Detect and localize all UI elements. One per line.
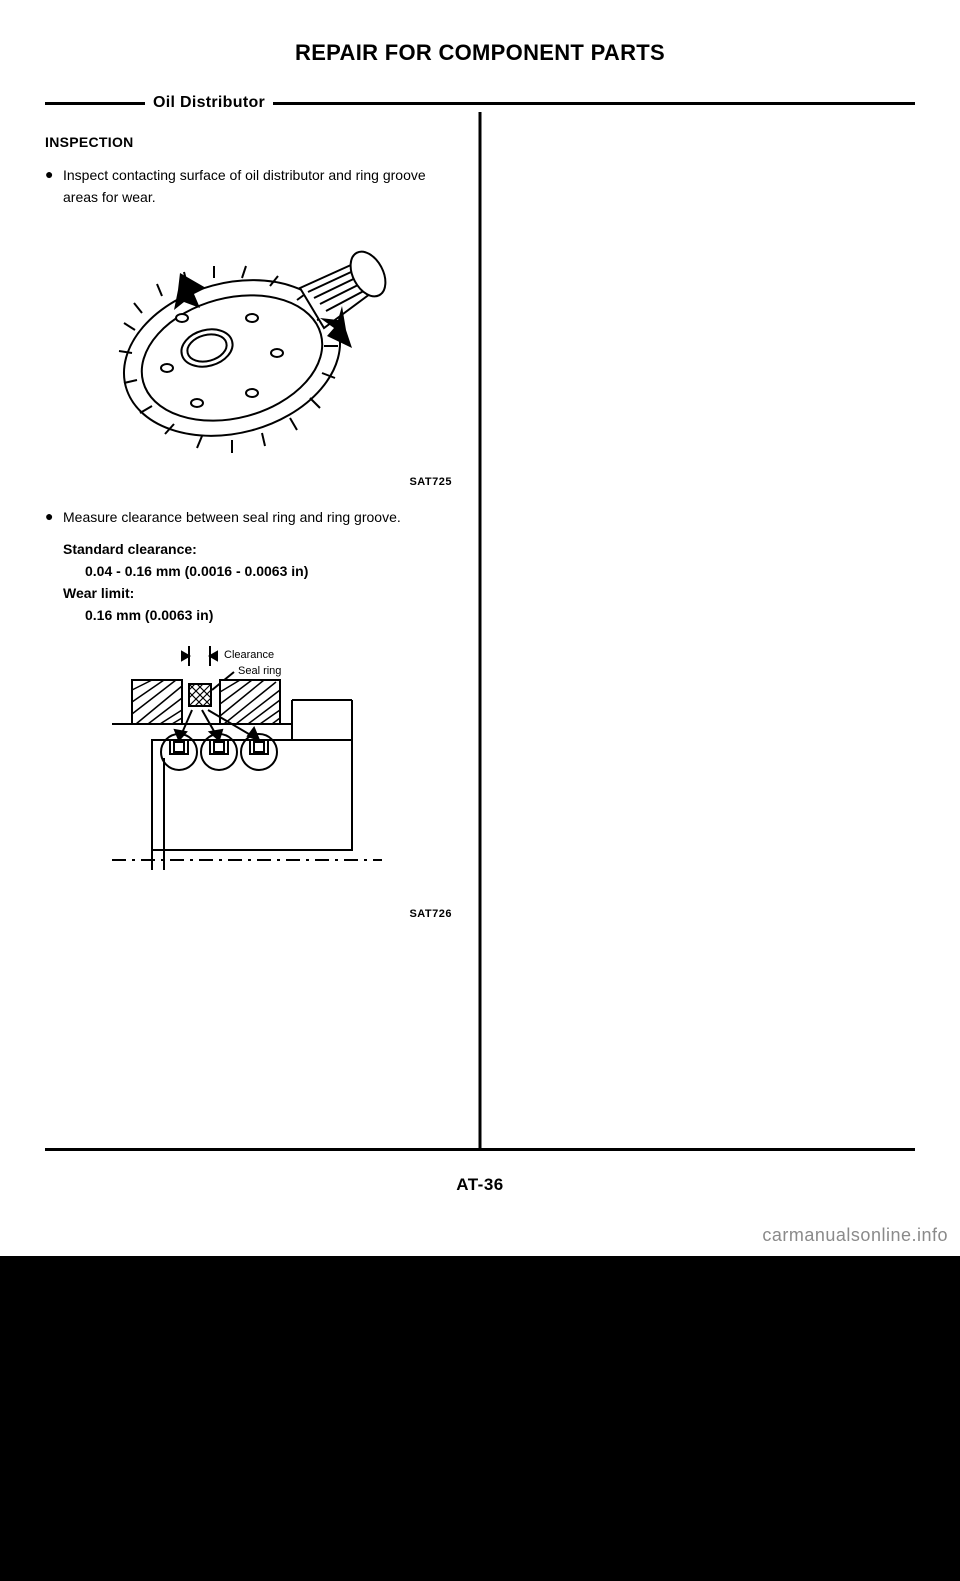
column-divider xyxy=(479,112,482,1148)
left-column: INSPECTION ● Inspect contacting surface … xyxy=(45,112,480,1148)
rule-left xyxy=(45,102,145,105)
watermark: carmanualsonline.info xyxy=(762,1225,948,1246)
page-title: REPAIR FOR COMPONENT PARTS xyxy=(45,40,915,66)
columns: INSPECTION ● Inspect contacting surface … xyxy=(45,112,915,1148)
list-item: ● Measure clearance between seal ring an… xyxy=(45,506,458,528)
callout-sealring: Seal ring xyxy=(238,665,281,677)
callout-clearance: Clearance xyxy=(224,649,274,661)
bullet-list-2: ● Measure clearance between seal ring an… xyxy=(45,506,458,528)
section-header: Oil Distributor xyxy=(45,94,915,112)
list-item: ● Inspect contacting surface of oil dist… xyxy=(45,164,458,208)
section-title: Oil Distributor xyxy=(145,94,273,112)
rule-right xyxy=(273,102,915,105)
bullet-list-1: ● Inspect contacting surface of oil dist… xyxy=(45,164,458,208)
inspection-heading: INSPECTION xyxy=(45,134,458,150)
figure-1 xyxy=(45,218,458,468)
gear-illustration xyxy=(102,218,402,468)
page-number: AT-36 xyxy=(45,1175,915,1195)
bullet-icon: ● xyxy=(45,506,63,526)
wear-limit-value: 0.16 mm (0.0063 in) xyxy=(85,604,458,626)
section-illustration: Clearance Seal ring xyxy=(92,640,412,900)
std-clearance-value: 0.04 - 0.16 mm (0.0016 - 0.0063 in) xyxy=(85,560,458,582)
bottom-rule xyxy=(45,1148,915,1151)
page: REPAIR FOR COMPONENT PARTS Oil Distribut… xyxy=(0,0,960,1256)
right-column xyxy=(480,112,915,1148)
bullet-text: Measure clearance between seal ring and … xyxy=(63,506,401,528)
wear-limit-label: Wear limit: xyxy=(63,582,458,604)
figure-2: Clearance Seal ring xyxy=(45,640,458,900)
figure-2-label: SAT726 xyxy=(45,908,458,920)
bullet-text: Inspect contacting surface of oil distri… xyxy=(63,164,458,208)
figure-1-label: SAT725 xyxy=(45,476,458,488)
spec-block: Standard clearance: 0.04 - 0.16 mm (0.00… xyxy=(63,538,458,626)
std-clearance-label: Standard clearance: xyxy=(63,538,458,560)
bullet-icon: ● xyxy=(45,164,63,184)
